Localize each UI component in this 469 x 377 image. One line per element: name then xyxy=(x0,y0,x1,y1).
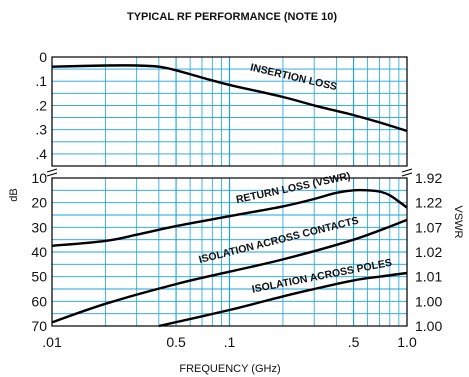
y-tick-label-right: 1.00 xyxy=(415,293,442,309)
y-tick-label-upper: 0 xyxy=(39,49,47,65)
x-axis-label: FREQUENCY (GHz) xyxy=(179,363,280,375)
y-tick-label-upper: .4 xyxy=(35,146,47,162)
lower-panel-frame xyxy=(51,177,408,327)
axis-break-right xyxy=(401,168,413,173)
y-tick-label-right: 1.01 xyxy=(415,269,442,285)
y-tick-label-lower: 10 xyxy=(31,170,47,186)
return-loss-label: RETURN LOSS (VSWR) xyxy=(235,170,352,206)
y-tick-label-right: 1.22 xyxy=(415,195,442,211)
y-tick-label-upper: .2 xyxy=(35,97,47,113)
isolation-contacts-curve xyxy=(51,218,408,324)
axis-break-left xyxy=(46,168,58,173)
y-axis-label-left: dB xyxy=(8,188,20,201)
y-tick-label-upper: .3 xyxy=(35,122,47,138)
y-tick-label-right: 1.07 xyxy=(415,219,442,235)
grid xyxy=(51,56,408,327)
x-tick-label: .5 xyxy=(348,334,360,350)
y-axis-label-right: VSWR xyxy=(452,206,464,239)
axis-break-left xyxy=(46,172,58,177)
tick-labels: 0 .1 .2 .3 .4 10 20 30 40 50 60 70 1.92 1.22 1.07 1.02 1… xyxy=(31,49,442,350)
insertion-loss-curve xyxy=(51,64,408,133)
y-tick-label-lower: 50 xyxy=(31,269,47,285)
y-tick-label-right: 1.92 xyxy=(415,170,442,186)
y-tick-label-lower: 20 xyxy=(31,195,47,211)
y-tick-label-right: 1.02 xyxy=(415,244,442,260)
y-tick-label-right: 1.00 xyxy=(415,318,442,334)
x-tick-label: .1 xyxy=(224,334,236,350)
isolation-poles-curve xyxy=(158,271,408,328)
return-loss-curve xyxy=(51,188,408,247)
x-tick-label: 1.0 xyxy=(397,334,417,350)
isolation-contacts-label: ISOLATION ACROSS CONTACTS xyxy=(198,215,360,266)
plot-frame xyxy=(46,56,413,327)
insertion-loss-label: INSERTION LOSS xyxy=(249,62,338,94)
x-tick-label: 0.5 xyxy=(166,334,186,350)
y-tick-label-lower: 60 xyxy=(31,293,47,309)
axis-break-right xyxy=(401,172,413,177)
y-tick-label-upper: .1 xyxy=(35,73,47,89)
y-tick-label-lower: 40 xyxy=(31,244,47,260)
curves xyxy=(51,64,408,328)
upper-panel-frame xyxy=(51,56,408,167)
y-tick-label-lower: 30 xyxy=(31,219,47,235)
y-tick-label-lower: 70 xyxy=(31,318,47,334)
chart-title: TYPICAL RF PERFORMANCE (NOTE 10) xyxy=(127,11,337,23)
x-tick-label: .01 xyxy=(42,334,62,350)
